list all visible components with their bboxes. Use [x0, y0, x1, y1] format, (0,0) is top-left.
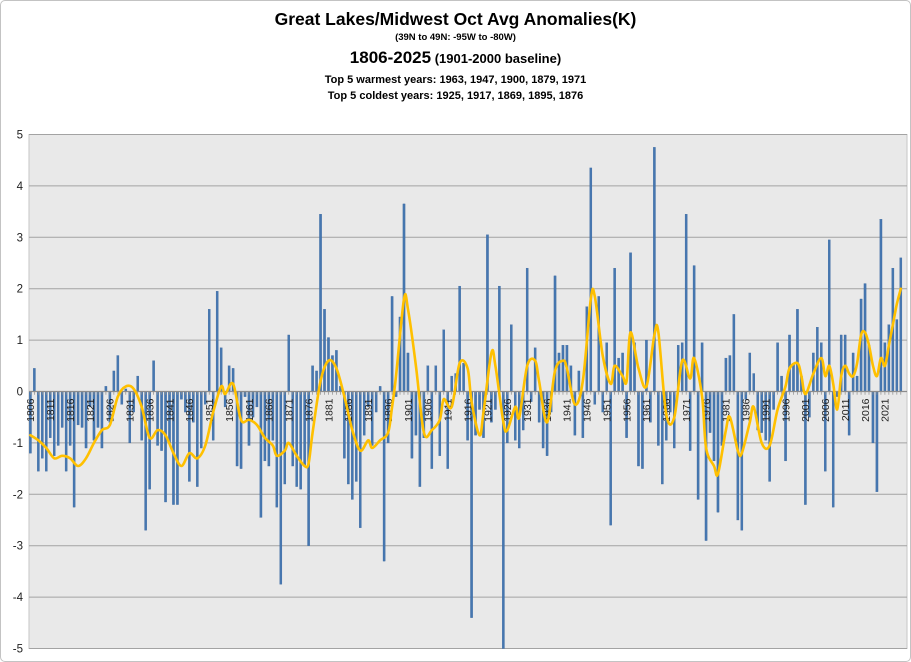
svg-text:2001: 2001	[800, 398, 812, 422]
svg-text:1941: 1941	[562, 398, 574, 422]
svg-text:-2: -2	[13, 489, 23, 501]
svg-text:1901: 1901	[403, 398, 415, 422]
warmest-years-note: Top 5 warmest years: 1963, 1947, 1900, 1…	[324, 74, 587, 86]
chart-header: Great Lakes/Midwest Oct Avg Anomalies(K)…	[1, 7, 910, 104]
svg-text:1906: 1906	[423, 398, 435, 422]
svg-text:1946: 1946	[582, 398, 594, 422]
svg-text:3: 3	[17, 232, 23, 244]
svg-text:2006: 2006	[820, 398, 832, 422]
svg-text:2011: 2011	[840, 398, 852, 421]
svg-text:1: 1	[17, 335, 23, 347]
svg-text:1891: 1891	[363, 398, 375, 422]
svg-text:1996: 1996	[780, 398, 792, 422]
svg-text:1951: 1951	[602, 398, 614, 422]
svg-text:2: 2	[17, 284, 23, 296]
svg-text:1846: 1846	[184, 398, 196, 422]
period-range: 1806-2025	[349, 48, 432, 67]
smoothed-line-series	[29, 287, 903, 477]
svg-text:1866: 1866	[264, 398, 276, 422]
svg-text:1881: 1881	[323, 398, 335, 422]
svg-text:0: 0	[17, 387, 23, 399]
svg-text:4: 4	[17, 181, 24, 193]
svg-text:-1: -1	[13, 438, 23, 450]
svg-text:2016: 2016	[860, 398, 872, 422]
svg-text:1961: 1961	[641, 398, 653, 422]
svg-text:1956: 1956	[621, 398, 633, 422]
svg-text:1806: 1806	[25, 398, 37, 422]
svg-text:1841: 1841	[164, 398, 176, 422]
svg-text:1816: 1816	[65, 398, 77, 422]
svg-text:1811: 1811	[45, 398, 57, 421]
x-axis	[29, 390, 907, 395]
svg-text:-4: -4	[13, 592, 24, 604]
svg-text:1876: 1876	[303, 398, 315, 422]
svg-text:1861: 1861	[244, 398, 256, 422]
region-subtitle: (39N to 49N: -95W to -80W)	[395, 32, 516, 43]
x-axis-labels: 1806 1811 1816 1821 1826 1831 1836 1841 1846 1851…	[25, 398, 892, 422]
svg-text:1871: 1871	[284, 398, 296, 422]
svg-text:1986: 1986	[741, 398, 753, 422]
period-title: 1806-2025 (1901-2000 baseline)	[1, 44, 910, 72]
svg-text:1931: 1931	[522, 398, 534, 422]
svg-text:5: 5	[17, 130, 23, 142]
svg-text:1971: 1971	[681, 398, 693, 422]
y-axis-labels: 5 4 3 2 1 0 -1 -2 -3 -4 -5	[13, 130, 24, 656]
svg-text:1926: 1926	[502, 398, 514, 422]
svg-text:-5: -5	[13, 644, 23, 656]
svg-text:1821: 1821	[85, 398, 97, 422]
svg-text:2021: 2021	[880, 398, 892, 422]
coldest-years-note: Top 5 coldest years: 1925, 1917, 1869, 1…	[327, 90, 584, 102]
baseline-label: (1901-2000 baseline)	[431, 51, 562, 66]
svg-text:1991: 1991	[761, 398, 773, 422]
svg-text:-3: -3	[13, 541, 23, 553]
chart-title: Great Lakes/Midwest Oct Avg Anomalies(K)	[274, 9, 637, 29]
svg-text:1831: 1831	[125, 398, 137, 422]
svg-text:1856: 1856	[224, 398, 236, 422]
svg-text:1836: 1836	[144, 398, 156, 422]
